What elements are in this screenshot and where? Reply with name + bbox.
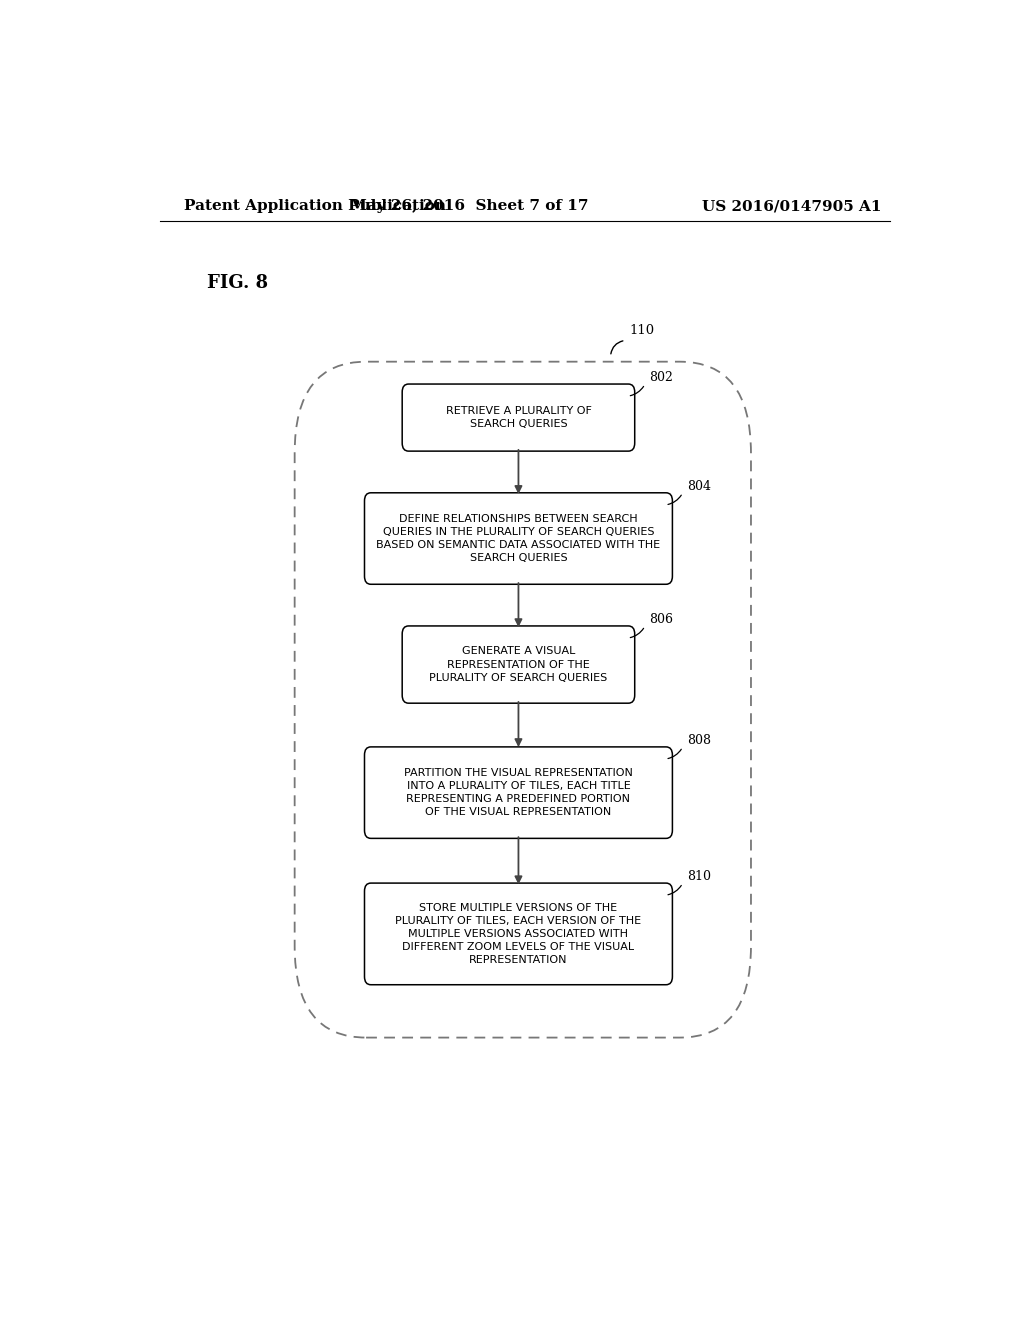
- Text: May 26, 2016  Sheet 7 of 17: May 26, 2016 Sheet 7 of 17: [350, 199, 589, 213]
- FancyBboxPatch shape: [402, 626, 635, 704]
- FancyBboxPatch shape: [402, 384, 635, 451]
- Text: 810: 810: [687, 870, 711, 883]
- FancyBboxPatch shape: [365, 747, 673, 838]
- Text: GENERATE A VISUAL
REPRESENTATION OF THE
PLURALITY OF SEARCH QUERIES: GENERATE A VISUAL REPRESENTATION OF THE …: [429, 647, 607, 682]
- Text: 802: 802: [649, 371, 673, 384]
- Text: FIG. 8: FIG. 8: [207, 275, 268, 293]
- Text: 110: 110: [630, 325, 654, 338]
- FancyBboxPatch shape: [365, 492, 673, 585]
- Text: RETRIEVE A PLURALITY OF
SEARCH QUERIES: RETRIEVE A PLURALITY OF SEARCH QUERIES: [445, 407, 592, 429]
- Text: 806: 806: [649, 612, 673, 626]
- Text: PARTITION THE VISUAL REPRESENTATION
INTO A PLURALITY OF TILES, EACH TITLE
REPRES: PARTITION THE VISUAL REPRESENTATION INTO…: [404, 768, 633, 817]
- Text: STORE MULTIPLE VERSIONS OF THE
PLURALITY OF TILES, EACH VERSION OF THE
MULTIPLE : STORE MULTIPLE VERSIONS OF THE PLURALITY…: [395, 903, 641, 965]
- FancyBboxPatch shape: [365, 883, 673, 985]
- Text: US 2016/0147905 A1: US 2016/0147905 A1: [702, 199, 882, 213]
- FancyBboxPatch shape: [295, 362, 751, 1038]
- Text: DEFINE RELATIONSHIPS BETWEEN SEARCH
QUERIES IN THE PLURALITY OF SEARCH QUERIES
B: DEFINE RELATIONSHIPS BETWEEN SEARCH QUER…: [377, 513, 660, 564]
- Text: Patent Application Publication: Patent Application Publication: [183, 199, 445, 213]
- Text: 804: 804: [687, 479, 711, 492]
- Text: 808: 808: [687, 734, 711, 747]
